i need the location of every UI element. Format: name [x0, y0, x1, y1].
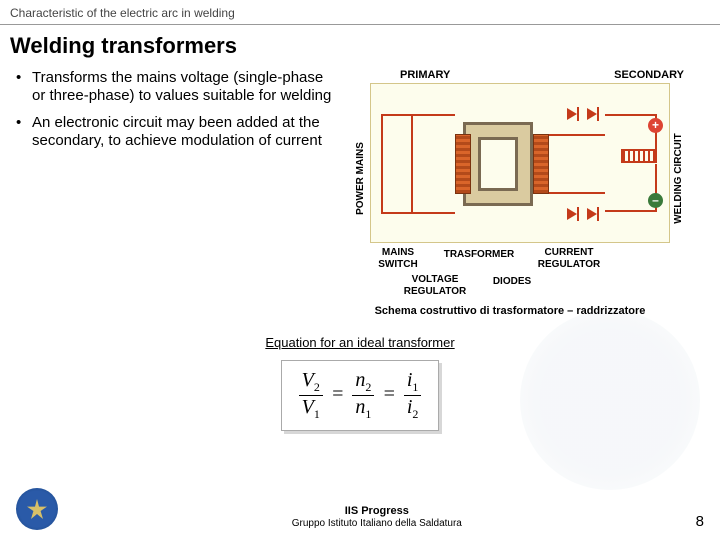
welding-circuit-label: WELDING CIRCUIT	[673, 133, 684, 224]
secondary-label: SECONDARY	[614, 69, 684, 81]
mains-switch-label: MAINS SWITCH	[370, 247, 426, 270]
power-mains-label: POWER MAINS	[355, 142, 366, 215]
primary-coil-icon	[455, 134, 471, 194]
equation-box: V2V1 = n2n1 = i1i2	[281, 360, 440, 431]
bullet-item: Transforms the mains voltage (single-pha…	[10, 69, 332, 106]
footer-subtitle: Gruppo Istituto Italiano della Saldatura	[58, 518, 696, 530]
slide-footer: IIS Progress Gruppo Istituto Italiano de…	[0, 488, 720, 530]
current-regulator-label: CURRENT REGULATOR	[532, 247, 606, 270]
resistor-icon	[621, 149, 657, 163]
footer-title: IIS Progress	[58, 505, 696, 518]
secondary-coil-icon	[533, 134, 549, 194]
iis-logo-icon	[16, 488, 58, 530]
voltage-regulator-label: VOLTAGE REGULATOR	[396, 274, 474, 297]
transformer-label: TRASFORMER	[436, 247, 522, 270]
slide-header: Characteristic of the electric arc in we…	[0, 0, 720, 25]
schematic-diagram: + –	[370, 83, 670, 243]
component-labels: MAINS SWITCH TRASFORMER CURRENT REGULATO…	[340, 243, 700, 299]
primary-label: PRIMARY	[400, 69, 450, 81]
minus-terminal-icon: –	[648, 193, 663, 208]
diode-icon	[567, 108, 577, 120]
page-number: 8	[696, 513, 704, 530]
content-row: Transforms the mains voltage (single-pha…	[0, 69, 720, 317]
diagram-area: PRIMARY SECONDARY POWER MAINS	[340, 69, 700, 317]
diode-icon	[587, 208, 597, 220]
equation-label: Equation for an ideal transformer	[0, 335, 720, 350]
diodes-label: DIODES	[484, 274, 540, 297]
bullet-list: Transforms the mains voltage (single-pha…	[10, 69, 340, 317]
equation-section: Equation for an ideal transformer V2V1 =…	[0, 335, 720, 431]
bullet-item: An electronic circuit may been added at …	[10, 114, 332, 151]
diode-icon	[567, 208, 577, 220]
diode-icon	[587, 108, 597, 120]
diagram-caption: Schema costruttivo di trasformatore – ra…	[340, 305, 700, 317]
slide-title: Welding transformers	[0, 25, 720, 69]
plus-terminal-icon: +	[648, 118, 663, 133]
transformer-core-icon	[463, 122, 533, 206]
